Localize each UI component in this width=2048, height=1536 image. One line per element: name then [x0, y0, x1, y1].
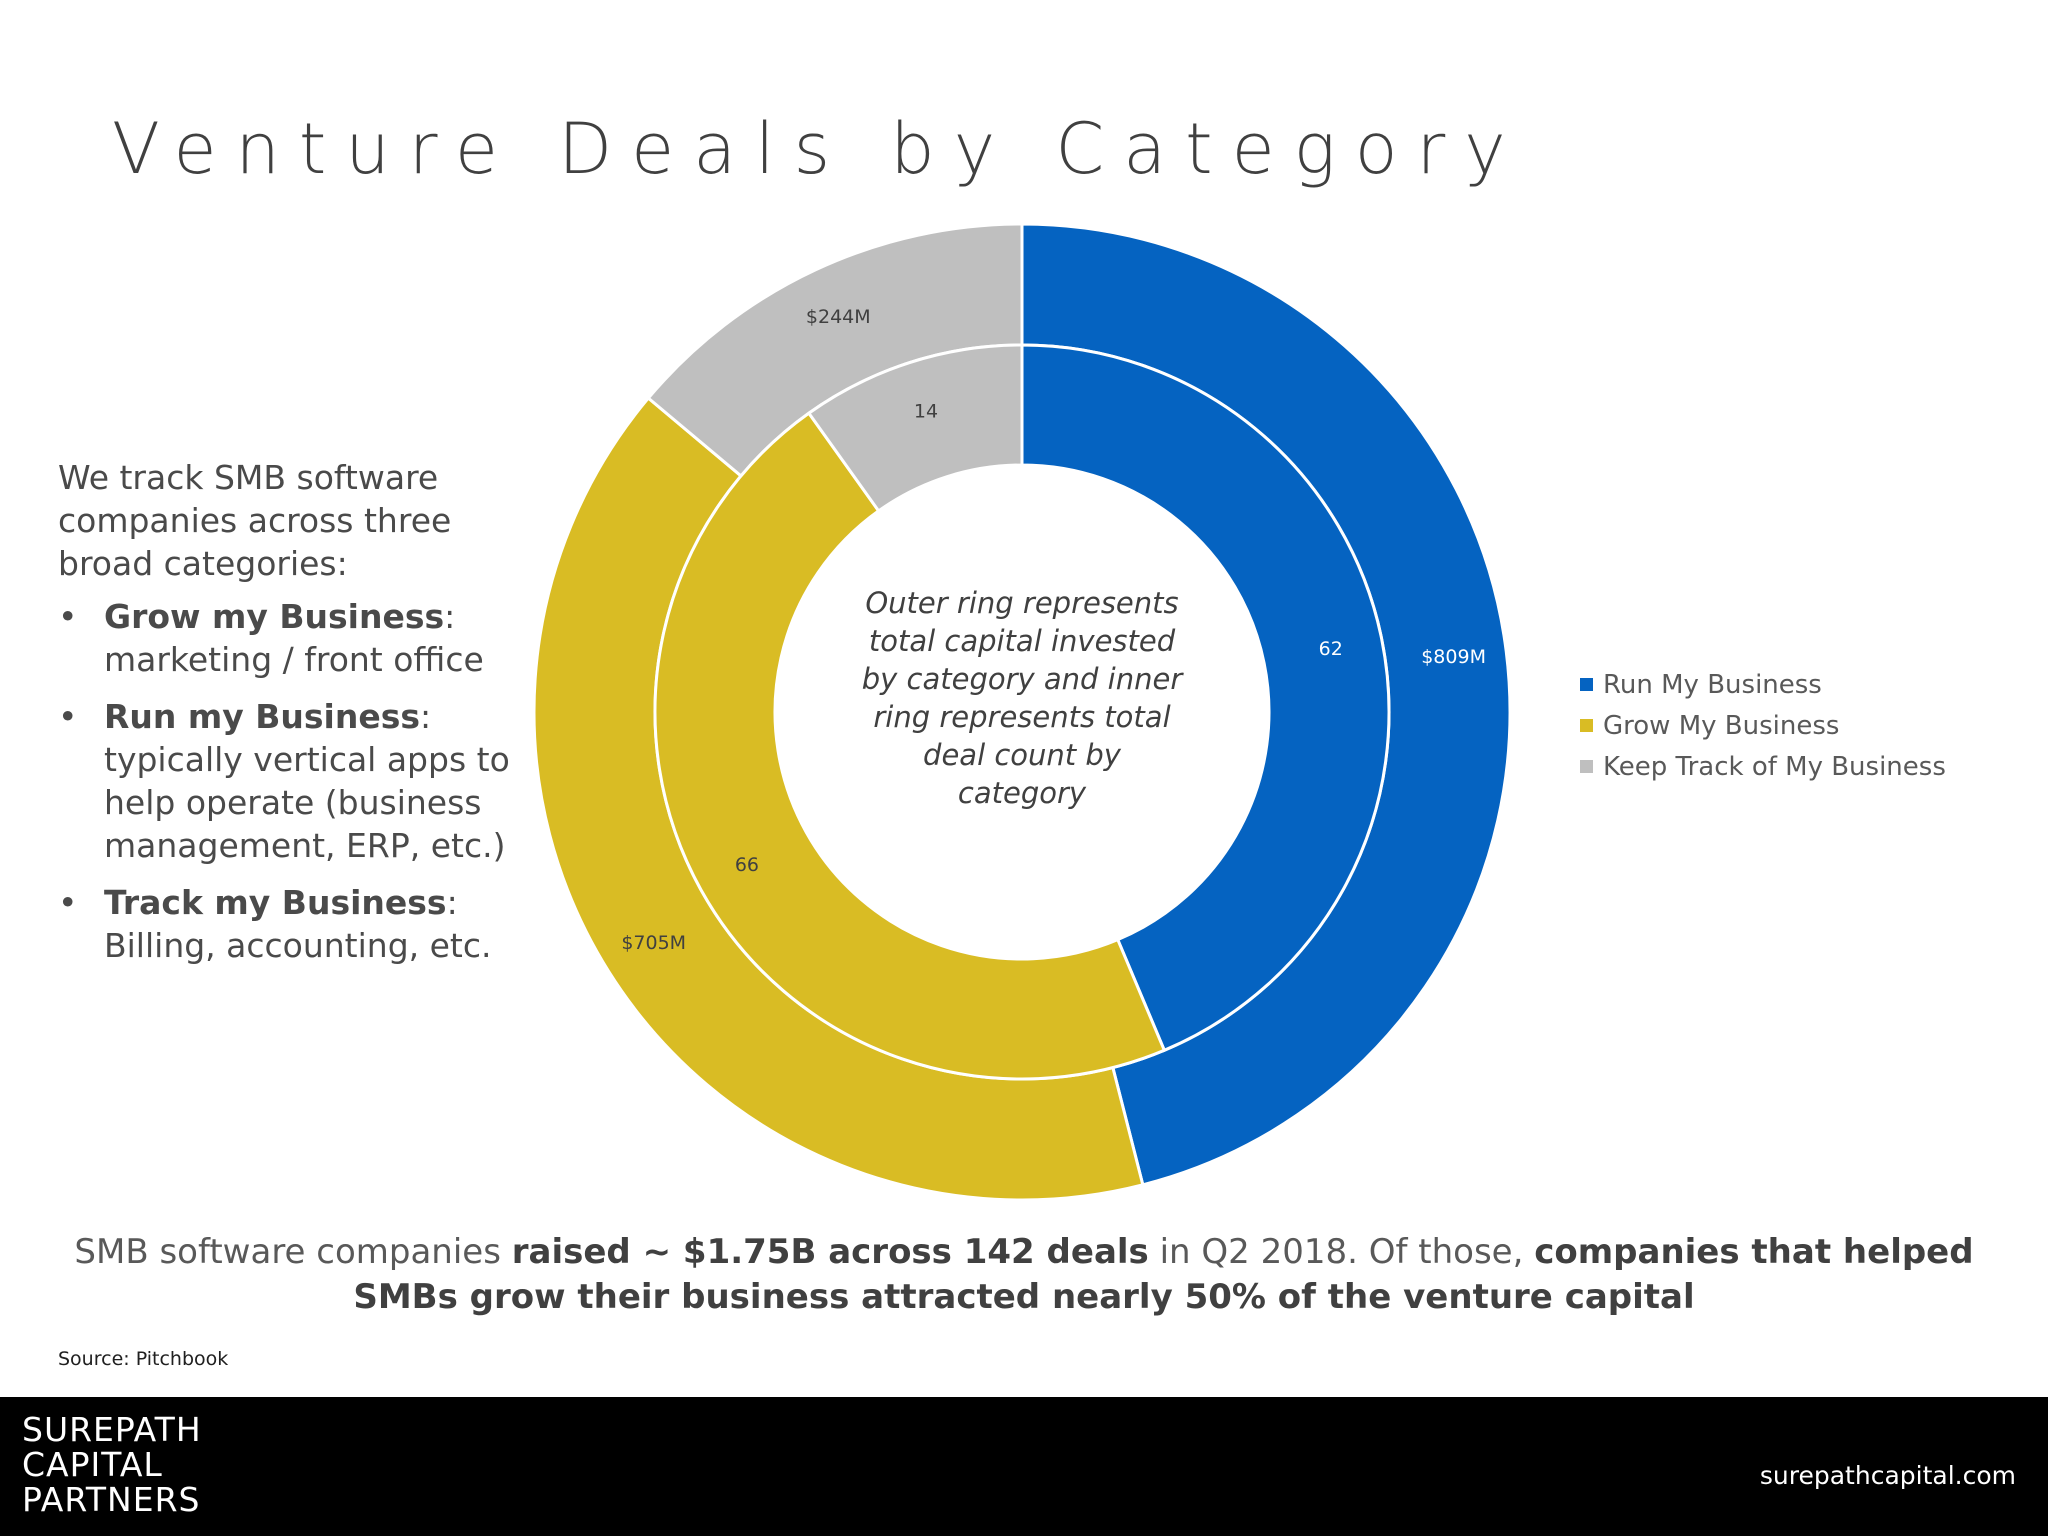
- center-note-line: by category and inner: [862, 662, 1185, 696]
- summary-text: SMB software companies raised ~ $1.75B a…: [40, 1230, 2008, 1320]
- bullet-dot: •: [58, 597, 78, 636]
- chart-legend: Run My Business Grow My Business Keep Tr…: [1580, 664, 1946, 787]
- inner-ring-label-track: 14: [914, 400, 938, 422]
- footer-bar: SUREPATH CAPITAL PARTNERS surepathcapita…: [0, 1397, 2048, 1536]
- legend-swatch: [1580, 719, 1593, 732]
- legend-swatch: [1580, 678, 1593, 691]
- slide-title: Venture Deals by Category: [112, 108, 1525, 190]
- bullet-text: Billing, accounting, etc.: [104, 926, 492, 965]
- category-bullet-grow: • Grow my Business: marketing / front of…: [58, 597, 484, 679]
- summary-part: in Q2 2018. Of those,: [1148, 1232, 1535, 1272]
- logo-line: CAPITAL: [22, 1445, 163, 1484]
- bullet-title: Grow my Business: [104, 597, 445, 636]
- bullet-text: marketing / front office: [104, 640, 484, 679]
- bullet-dot: •: [58, 697, 78, 736]
- source-note: Source: Pitchbook: [58, 1348, 229, 1370]
- summary-highlight: companies that helped SMBs grow their bu…: [353, 1232, 1974, 1317]
- legend-label: Grow My Business: [1603, 710, 1840, 741]
- legend-item-grow: Grow My Business: [1580, 705, 1946, 746]
- center-note-line: deal count by: [923, 738, 1122, 772]
- legend-item-run: Run My Business: [1580, 664, 1946, 705]
- inner-ring-label-grow: 66: [735, 854, 759, 876]
- summary-part: SMB software companies: [74, 1232, 512, 1272]
- center-note-line: total capital invested: [869, 624, 1176, 658]
- center-note-line: category: [958, 776, 1087, 810]
- legend-label: Keep Track of My Business: [1603, 751, 1946, 782]
- logo-line: PARTNERS: [22, 1480, 201, 1519]
- category-bullet-track: • Track my Business: Billing, accounting…: [58, 883, 492, 965]
- outer-ring-label-grow: $705M: [621, 932, 686, 954]
- inner-ring-slice-run: [1020, 343, 1391, 1053]
- bullet-text: typically vertical apps to help operate …: [104, 740, 510, 865]
- company-logo: SUREPATH CAPITAL PARTNERS: [22, 1412, 202, 1517]
- legend-label: Run My Business: [1603, 669, 1822, 700]
- inner-ring-slice-track: [806, 343, 1024, 513]
- outer-ring-label-track: $244M: [806, 306, 871, 328]
- website-link[interactable]: surepathcapital.com: [1759, 1461, 2016, 1490]
- nested-donut-chart: $809M $705M $244M 62 66 14 Outer ring represen…: [532, 222, 1512, 1202]
- logo-line: SUREPATH: [22, 1410, 202, 1449]
- intro-text: We track SMB software companies across t…: [58, 458, 452, 583]
- center-note-line: ring represents total: [873, 700, 1170, 734]
- summary-highlight: raised ~ $1.75B across 142 deals: [511, 1232, 1149, 1272]
- inner-ring-slice-grow: [653, 411, 1167, 1081]
- center-note-line: Outer ring represents: [865, 586, 1178, 620]
- bullet-dot: •: [58, 883, 78, 922]
- bullet-title: Track my Business: [104, 883, 447, 922]
- outer-ring-label-run: $809M: [1421, 646, 1486, 668]
- legend-swatch: [1580, 760, 1593, 773]
- bullet-title: Run my Business: [104, 697, 421, 736]
- category-description: We track SMB software companies across t…: [58, 456, 538, 981]
- legend-item-track: Keep Track of My Business: [1580, 746, 1946, 787]
- inner-ring-label-run: 62: [1319, 638, 1343, 660]
- category-bullet-run: • Run my Business: typically vertical ap…: [58, 697, 510, 865]
- category-list: • Grow my Business: marketing / front of…: [58, 595, 538, 967]
